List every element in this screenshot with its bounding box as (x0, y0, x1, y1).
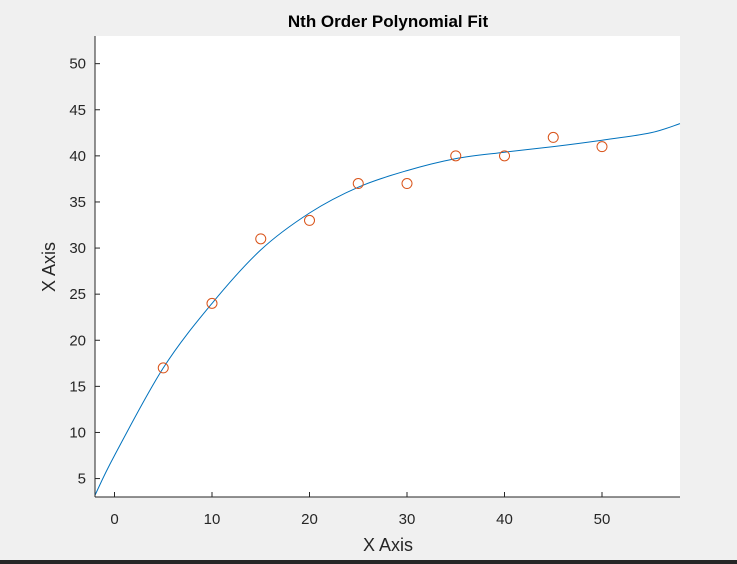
data-point-marker (499, 150, 510, 162)
series-layer (94, 123, 681, 496)
data-point-marker (352, 178, 364, 190)
y-tick-label: 35 (69, 194, 86, 211)
data-point-marker (596, 141, 608, 153)
y-axis-ticks: 5 10 15 20 25 30 35 40 45 50 (69, 56, 100, 488)
x-tick-label: 10 (204, 511, 221, 528)
data-point-marker (304, 214, 315, 226)
y-tick-label: 25 (69, 286, 86, 303)
data-point-marker (206, 297, 218, 309)
data-point-marker (157, 362, 169, 374)
plot-area (95, 36, 680, 497)
data-point-marker (401, 178, 413, 190)
data-point-marker (255, 233, 267, 245)
chart-title: Nth Order Polynomial Fit (288, 12, 489, 31)
x-tick-label: 0 (110, 511, 118, 528)
y-axis-label: X Axis (39, 242, 59, 292)
x-tick-label: 30 (399, 511, 416, 528)
y-tick-label: 30 (69, 240, 86, 257)
fit-curve-line (94, 123, 681, 496)
window-bottom-border (0, 560, 737, 564)
x-tick-label: 40 (496, 511, 513, 528)
y-tick-label: 50 (69, 56, 86, 73)
y-tick-label: 5 (78, 471, 86, 488)
x-axis-label: X Axis (363, 535, 413, 555)
x-tick-label: 50 (594, 511, 611, 528)
x-axis-ticks: 0 10 20 30 40 50 (110, 492, 610, 528)
y-tick-label: 10 (69, 424, 86, 441)
y-tick-label: 40 (69, 148, 86, 165)
y-tick-label: 15 (69, 378, 86, 395)
data-point-marker (450, 150, 462, 162)
y-tick-label: 45 (69, 102, 86, 119)
data-point-marker (547, 131, 559, 143)
x-tick-label: 20 (301, 511, 318, 528)
y-tick-label: 20 (69, 332, 86, 349)
